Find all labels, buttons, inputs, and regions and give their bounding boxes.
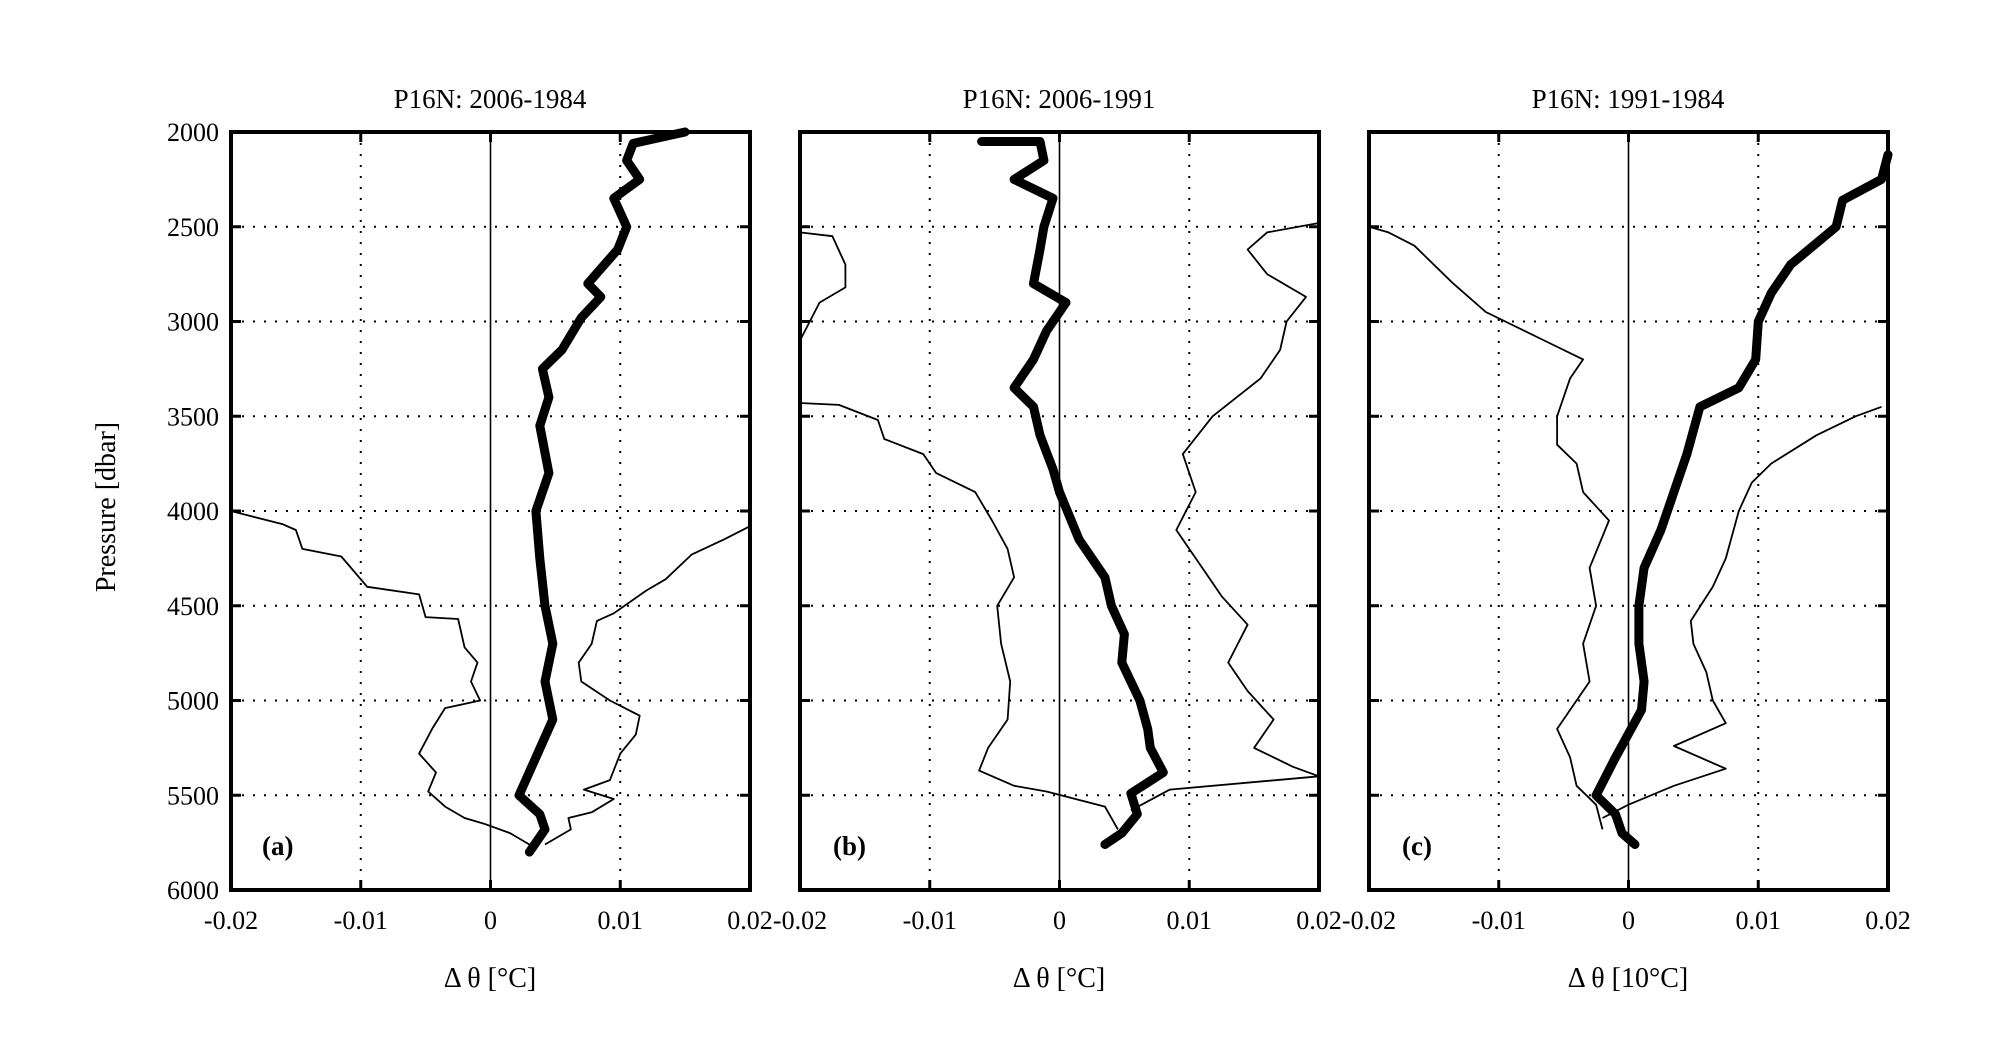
- panel-c-xtick-label: -0.01: [1472, 906, 1526, 935]
- panel-b-series-bound-2: [1130, 222, 1320, 812]
- y-tick-label: 6000: [167, 876, 219, 905]
- panel-c-ticks: -0.02 -0.01 0 0.01 0.02: [1342, 130, 1911, 935]
- panel-b-ticks: -0.02 -0.01 0 0.01 0.02: [773, 130, 1342, 935]
- panel-c-grid: [1369, 132, 1888, 890]
- panel-a-xtick-label: 0: [484, 906, 497, 935]
- panel-b-xtick-label: -0.01: [903, 906, 957, 935]
- panel-b-xtick-label: -0.02: [773, 906, 827, 935]
- panel-b-xtick-label: 0.01: [1167, 906, 1213, 935]
- panel-a-xtick-label: 0.02: [727, 906, 773, 935]
- y-tick-label: 3000: [167, 308, 219, 337]
- panel-a-grid: [231, 132, 750, 890]
- panel-a-x-label: Δ θ [°C]: [444, 963, 536, 994]
- y-tick-label: 4000: [167, 497, 219, 526]
- panel-a-label: (a): [262, 831, 293, 861]
- panel-a-series-bound-2: [544, 525, 751, 846]
- panel-a-ticks: -0.02 -0.01 0 0.01 0.02 2000 2500 3000 3500 4000 4…: [167, 118, 773, 935]
- y-tick-label: 3500: [167, 402, 219, 431]
- panel-a: P16N: 2006-1984 Δ θ [°C] (a) -0.02 -0.01 0…: [167, 84, 773, 994]
- panel-b-series-mean: [977, 137, 1168, 849]
- panel-b-xtick-label: 0.02: [1296, 906, 1342, 935]
- panel-c-series-mean: [1591, 150, 1893, 849]
- panel-c-frame: [1367, 130, 1890, 892]
- panel-b-series-bound-1: [799, 231, 1119, 830]
- panel-a-series-mean: [514, 127, 690, 857]
- y-tick-label: 5500: [167, 781, 219, 810]
- panel-b: P16N: 2006-1991 Δ θ [°C] (b) -0.02 -0.01 0…: [773, 84, 1342, 994]
- panel-c: P16N: 1991-1984 Δ θ [10°C] (c) -0.02 -0.0…: [1342, 84, 1911, 994]
- panel-c-x-label: Δ θ [10°C]: [1568, 963, 1688, 994]
- panel-b-label: (b): [833, 831, 866, 861]
- panel-a-data: [230, 127, 751, 857]
- panel-a-xtick-label: -0.02: [204, 906, 258, 935]
- panel-b-grid: [800, 132, 1319, 890]
- y-tick-label: 5000: [167, 687, 219, 716]
- y-tick-label: 4500: [167, 592, 219, 621]
- panel-b-title: P16N: 2006-1991: [963, 84, 1156, 114]
- panel-c-xtick-label: 0.01: [1736, 906, 1782, 935]
- panel-c-data: [1368, 150, 1893, 849]
- panel-b-data: [799, 137, 1320, 849]
- y-axis-label: Pressure [dbar]: [91, 422, 122, 592]
- panel-a-xtick-label: 0.01: [598, 906, 644, 935]
- panel-c-series-bound-1: [1368, 225, 1610, 830]
- y-tick-label: 2500: [167, 213, 219, 242]
- panel-c-series-bound-2: [1602, 405, 1882, 819]
- panel-a-title: P16N: 2006-1984: [394, 84, 587, 114]
- panel-c-label: (c): [1402, 831, 1432, 861]
- panel-c-title: P16N: 1991-1984: [1532, 84, 1725, 114]
- panel-c-xtick-label: -0.02: [1342, 906, 1396, 935]
- panel-a-series-bound-1: [230, 510, 530, 846]
- panel-b-frame: [798, 130, 1321, 892]
- y-tick-label: 2000: [167, 118, 219, 147]
- panel-a-xtick-label: -0.01: [334, 906, 388, 935]
- panel-a-frame: [229, 130, 752, 892]
- panel-b-xtick-label: 0: [1053, 906, 1066, 935]
- panel-b-x-label: Δ θ [°C]: [1013, 963, 1105, 994]
- panel-c-xtick-label: 0: [1622, 906, 1635, 935]
- panel-c-xtick-label: 0.02: [1865, 906, 1911, 935]
